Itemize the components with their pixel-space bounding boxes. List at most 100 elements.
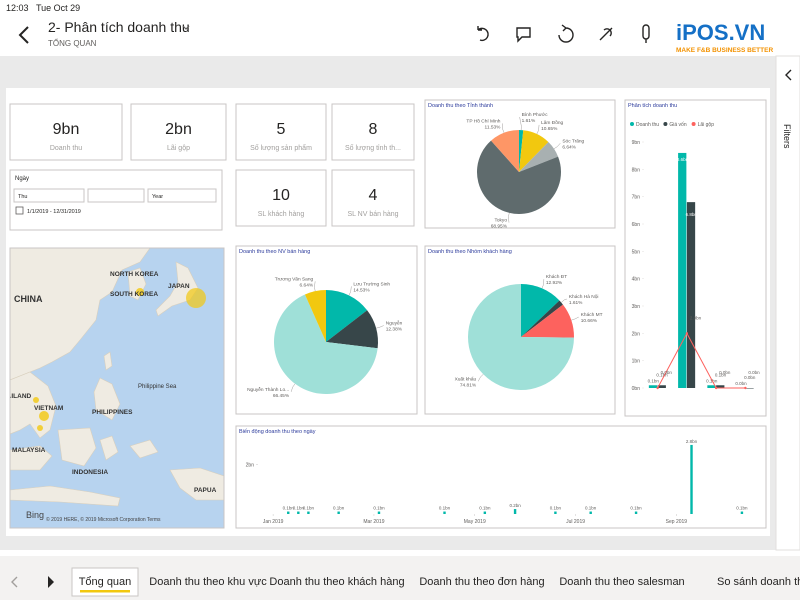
refresh-button[interactable] <box>558 24 574 43</box>
bar-label: 0.1bn <box>550 506 562 511</box>
bar-label: 8.6bn <box>677 157 689 162</box>
slicer-to[interactable] <box>147 188 217 203</box>
visual-title: Biến động doanh thu theo ngày <box>239 429 316 435</box>
bar <box>648 385 658 388</box>
map-label: INDONESIA <box>72 469 108 476</box>
leader-line <box>376 325 384 329</box>
kpi-card <box>130 103 227 161</box>
visual-frame <box>424 99 616 229</box>
legend-label: Giá vốn <box>669 122 686 128</box>
kpi-value: 8 <box>369 121 378 138</box>
y-tick-label: 2bn <box>246 463 255 469</box>
slice-name: Tokyo <box>494 218 507 224</box>
tabs-next[interactable] <box>48 576 54 588</box>
undo-button[interactable] <box>477 26 489 42</box>
y-tick-label: 6bn <box>632 222 641 228</box>
page-tab[interactable]: Doanh thu theo salesman <box>559 576 684 588</box>
line-label: 0.0bn <box>748 370 760 375</box>
y-tick-label: 4bn <box>632 277 641 283</box>
page-tab[interactable]: Doanh thu theo khách hàng <box>269 576 404 588</box>
map-bubble[interactable] <box>33 397 39 403</box>
map: CHINA NORTH KOREA SOUTH KOREA JAPAN Philippi… <box>10 248 224 528</box>
pie-slice <box>477 140 561 214</box>
bar <box>443 511 446 514</box>
bar <box>686 202 696 388</box>
map-label: SOUTH KOREA <box>110 291 158 298</box>
bar <box>678 152 687 388</box>
page-tab[interactable]: So sánh doanh thu <box>717 576 800 588</box>
slice-value: 6.64% <box>562 144 576 150</box>
bar-label: 0.1bn <box>736 506 748 511</box>
bar-label: 6.8bn <box>686 212 698 217</box>
map-land-islands <box>10 427 159 471</box>
back-button[interactable] <box>18 26 29 44</box>
slice-name: Xuất khẩu <box>455 375 477 382</box>
title-dropdown[interactable] <box>182 25 190 30</box>
bar-label: 0.0bn <box>735 381 747 386</box>
visual-title: Doanh thu theo Tỉnh thành <box>428 102 493 109</box>
slice-name: Bình Phước <box>522 112 548 118</box>
line-label: 0.0bn <box>661 370 673 375</box>
visual-frame <box>235 425 767 529</box>
slice-value: 12.38% <box>386 327 403 333</box>
slice-name: Nguyễn <box>386 320 403 327</box>
y-tick-label: 1bn <box>632 359 641 365</box>
bar-label: 0.1bn <box>479 506 491 511</box>
bar-label: 2.8bn <box>686 439 698 444</box>
map-bubble[interactable] <box>186 288 206 308</box>
bar <box>307 511 310 514</box>
y-tick-label: 9bn <box>632 140 641 146</box>
y-tick-label: 0bn <box>632 386 641 392</box>
bar-label: 0.1bn <box>648 378 660 383</box>
leader-line <box>553 143 561 149</box>
map-label: VIETNAM <box>34 405 63 412</box>
logo-tagline: MAKE F&B BUSINESS BETTER <box>676 47 773 54</box>
visual-title: Phân tích doanh thu <box>628 103 677 109</box>
slicer-from[interactable] <box>13 188 85 203</box>
map-label: NORTH KOREA <box>110 271 159 278</box>
map-land-mainland <box>10 248 151 381</box>
map-bubble[interactable] <box>39 411 49 421</box>
kpi-value: 4 <box>369 187 378 204</box>
map-bubble[interactable] <box>136 288 144 296</box>
map-bubble[interactable] <box>37 425 43 431</box>
filters-label[interactable]: Filters <box>782 124 792 149</box>
tabs-prev[interactable] <box>11 576 18 588</box>
bar <box>690 444 693 514</box>
comment-button[interactable] <box>516 27 531 43</box>
pie-slice <box>521 300 563 337</box>
y-tick-label: 5bn <box>632 249 641 255</box>
kpi-label: Doanh thu <box>50 145 82 152</box>
filters-expand[interactable] <box>785 69 792 81</box>
page-tab[interactable]: Doanh thu theo đơn hàng <box>419 576 544 588</box>
active-tab-underline <box>80 590 130 593</box>
slice-name: Trương Văn Sang <box>275 276 314 282</box>
map-label: PAPUA <box>194 487 217 494</box>
annotate-button[interactable] <box>599 27 613 41</box>
y-tick-label: 7bn <box>632 195 641 201</box>
leader-line <box>541 279 545 289</box>
page-tab[interactable]: Tổng quan <box>79 576 132 588</box>
slicer-input[interactable] <box>87 188 145 203</box>
line-point <box>656 386 659 390</box>
bar-label: 0.1bn <box>656 372 668 377</box>
map-copyright: © 2019 HERE, © 2019 Microsoft Corporatio… <box>46 516 161 523</box>
kpi-value: 2bn <box>165 121 192 138</box>
slice-value: 10.65% <box>541 126 558 132</box>
kpi-label: Lãi gộp <box>167 145 190 152</box>
slice-name: Khách ĐT <box>546 274 567 280</box>
slice-name: Sóc Trăng <box>562 138 584 144</box>
bar <box>377 511 381 514</box>
mic-button[interactable] <box>642 24 650 43</box>
calendar-icon[interactable] <box>15 206 24 215</box>
page-tab[interactable]: Doanh thu theo khu vực <box>149 576 267 588</box>
y-tick-label: 8bn <box>632 167 641 173</box>
kpi-card <box>9 103 123 161</box>
y-tick-label: 2bn <box>632 331 641 337</box>
line-point <box>714 386 718 390</box>
line-series <box>657 332 746 389</box>
report-subtitle: TỔNG QUAN <box>48 39 97 48</box>
line-point <box>744 386 747 390</box>
leader-line <box>508 212 510 223</box>
